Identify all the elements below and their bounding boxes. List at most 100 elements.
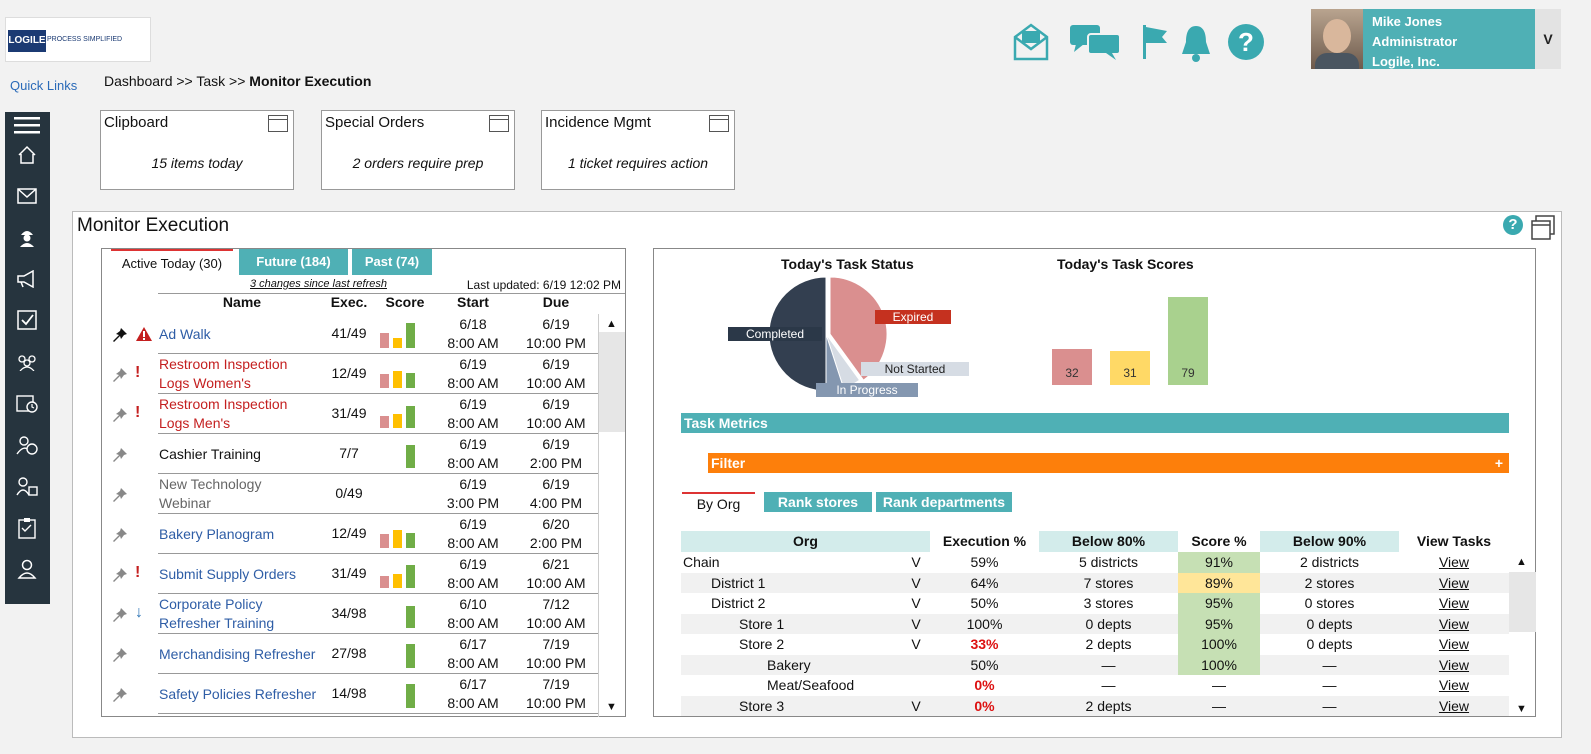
scroll-thumb[interactable] — [599, 332, 625, 432]
org-row[interactable]: District 1 V 64% 7 stores 89% 2 stores View — [681, 572, 1509, 593]
view-tasks-link[interactable]: View — [1438, 636, 1470, 652]
expand-toggle[interactable] — [906, 655, 926, 676]
user-panel[interactable]: Mike Jones Administrator Logile, Inc. V — [1311, 9, 1561, 69]
org-row[interactable]: District 2 V 50% 3 stores 95% 0 stores View — [681, 593, 1509, 614]
card-clipboard[interactable]: Clipboard 15 items today — [100, 110, 294, 190]
bell-icon[interactable] — [1176, 22, 1216, 62]
task-row[interactable]: Bakery Planogram 12/49 6/19 8:00 AM 6/20 2:00… — [102, 514, 599, 554]
expand-toggle[interactable]: V — [911, 636, 921, 652]
view-tasks-link[interactable]: View — [1438, 677, 1470, 693]
task-row[interactable]: ↓ Corporate Policy Refresher Training 34/98… — [102, 594, 599, 634]
quick-links[interactable]: Quick Links — [10, 78, 78, 93]
task-name-link[interactable]: Submit Supply Orders — [159, 565, 329, 584]
tab-active-today[interactable]: Active Today (30) — [111, 249, 233, 275]
pin-icon[interactable] — [112, 327, 128, 343]
window-icon[interactable] — [709, 115, 729, 132]
card-incidence-mgmt[interactable]: Incidence Mgmt 1 ticket requires action — [541, 110, 735, 190]
menu-icon[interactable] — [13, 112, 41, 138]
pin-icon[interactable] — [112, 567, 128, 583]
tab-rank-departments[interactable]: Rank departments — [876, 492, 1012, 512]
view-tasks-link[interactable]: View — [1438, 656, 1470, 673]
expand-toggle[interactable]: V — [911, 595, 921, 611]
view-tasks-link[interactable]: View — [1438, 697, 1470, 714]
help-icon[interactable]: ? — [1226, 22, 1266, 62]
window-icon[interactable] — [489, 115, 509, 132]
task-name-link[interactable]: New Technology Webinar — [159, 475, 329, 513]
org-row[interactable]: Store 3 V 0% 2 depts — — View — [681, 695, 1509, 716]
pin-icon[interactable] — [112, 407, 128, 423]
expand-toggle[interactable]: V — [911, 574, 921, 591]
scroll-thumb[interactable] — [1509, 572, 1536, 632]
clock-user-icon[interactable] — [13, 432, 41, 458]
task-name-link[interactable]: Bakery Planogram — [159, 525, 329, 544]
scroll-down-icon[interactable]: ▼ — [606, 701, 617, 713]
changes-link[interactable]: 3 changes since last refresh — [250, 278, 387, 290]
checkbox-icon[interactable] — [13, 307, 41, 333]
task-row[interactable]: ! Restroom Inspection Logs Men's 31/49 6/19 8… — [102, 394, 599, 434]
pin-icon[interactable] — [112, 487, 128, 503]
breadcrumb-path[interactable]: Dashboard >> Task >> — [104, 73, 250, 89]
task-name-link[interactable]: Restroom Inspection Logs Men's — [159, 395, 329, 433]
task-name-link[interactable]: Merchandising Refresher — [159, 645, 329, 664]
pin-icon[interactable] — [112, 607, 128, 623]
org-icon[interactable] — [13, 473, 41, 499]
org-row[interactable]: Store 2 V 33% 2 depts 100% 0 depts View — [681, 634, 1509, 655]
view-tasks-link[interactable]: View — [1438, 595, 1470, 611]
logile-logo[interactable]: LOGILE PROCESS SIMPLIFIED — [5, 17, 151, 62]
task-row[interactable]: Cashier Training 7/7 6/19 8:00 AM 6/19 2:00 P… — [102, 434, 599, 474]
task-name-link[interactable]: Corporate Policy Refresher Training — [159, 595, 329, 633]
tab-future[interactable]: Future (184) — [239, 249, 348, 275]
pin-icon[interactable] — [112, 687, 128, 703]
pin-icon[interactable] — [112, 447, 128, 463]
expand-filter-icon[interactable]: + — [1494, 455, 1503, 471]
task-row[interactable]: New Technology Webinar 0/49 6/19 3:00 PM 6/19… — [102, 474, 599, 514]
org-row[interactable]: Bakery 50% — 100% — View — [681, 654, 1509, 676]
expand-toggle[interactable] — [906, 675, 926, 696]
help-icon[interactable]: ? — [1503, 215, 1523, 235]
scroll-up-icon[interactable]: ▲ — [606, 318, 617, 330]
task-row[interactable]: Safety Policies Refresher 14/98 6/17 8:00 A… — [102, 674, 599, 714]
task-name-link[interactable]: Safety Policies Refresher — [159, 685, 329, 704]
task-scrollbar[interactable]: ▲ ▼ — [598, 314, 625, 717]
tab-rank-stores[interactable]: Rank stores — [764, 492, 872, 512]
team-icon[interactable] — [13, 349, 41, 375]
org-row[interactable]: Meat/Seafood 0% — — — View — [681, 675, 1509, 696]
expand-toggle[interactable]: V — [911, 615, 921, 632]
view-tasks-link[interactable]: View — [1438, 615, 1470, 632]
card-special-orders[interactable]: Special Orders 2 orders require prep — [321, 110, 515, 190]
task-row[interactable]: Ad Walk 41/49 6/18 8:00 AM 6/19 10:00 PM — [102, 314, 599, 354]
task-row[interactable]: ! Restroom Inspection Logs Women's 12/49 6/1… — [102, 354, 599, 394]
checklist-icon[interactable] — [13, 515, 41, 541]
schedule-icon[interactable] — [13, 390, 41, 416]
filter-bar[interactable]: Filter + — [708, 453, 1509, 473]
megaphone-icon[interactable] — [13, 266, 41, 292]
org-row[interactable]: Chain V 59% 5 districts 91% 2 districts View — [681, 552, 1509, 573]
expand-toggle[interactable]: V — [911, 697, 921, 714]
window-icon[interactable] — [268, 115, 288, 132]
task-name-link[interactable]: Cashier Training — [159, 445, 329, 464]
task-row[interactable]: ! Submit Supply Orders 31/49 6/19 8:00 AM 6/2… — [102, 554, 599, 594]
pin-icon[interactable] — [112, 647, 128, 663]
home-icon[interactable] — [13, 142, 41, 168]
worker-icon[interactable] — [13, 224, 41, 250]
scroll-down-icon[interactable]: ▼ — [1516, 703, 1527, 715]
pin-icon[interactable] — [112, 527, 128, 543]
view-tasks-link[interactable]: View — [1438, 574, 1470, 591]
chat-icon[interactable] — [1068, 22, 1122, 62]
org-scrollbar[interactable]: ▲ ▼ — [1509, 552, 1536, 717]
pin-icon[interactable] — [112, 367, 128, 383]
mail-icon[interactable] — [13, 183, 41, 209]
task-name-link[interactable]: Restroom Inspection Logs Women's — [159, 355, 329, 393]
tab-past[interactable]: Past (74) — [352, 249, 432, 275]
scroll-up-icon[interactable]: ▲ — [1516, 556, 1527, 568]
task-name-link[interactable]: Ad Walk — [159, 325, 329, 344]
org-row[interactable]: Store 1 V 100% 0 depts 95% 0 depts View — [681, 613, 1509, 634]
expand-toggle[interactable]: V — [911, 554, 921, 570]
view-tasks-link[interactable]: View — [1438, 554, 1470, 570]
mail-icon[interactable] — [1011, 22, 1051, 62]
user-menu-button[interactable]: V — [1535, 9, 1561, 69]
flag-icon[interactable] — [1140, 22, 1170, 62]
popout-icon[interactable] — [1530, 214, 1556, 242]
profile-icon[interactable] — [13, 556, 41, 582]
tab-by-org[interactable]: By Org — [682, 492, 755, 512]
